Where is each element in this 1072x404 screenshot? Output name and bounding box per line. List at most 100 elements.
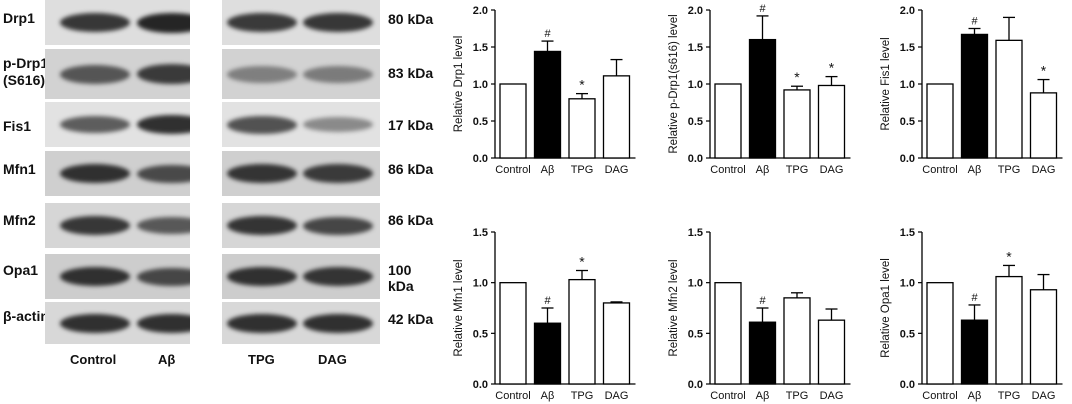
y-tick-label: 1.0: [473, 278, 488, 290]
x-tick-label: Aβ: [541, 164, 555, 176]
lane-label: TPG: [248, 352, 275, 367]
bar: [714, 282, 742, 385]
x-tick-label: Control: [495, 164, 530, 176]
x-tick-label: TPG: [571, 390, 594, 402]
significance-mark: *: [1006, 248, 1012, 264]
bar: [748, 321, 777, 385]
lane-label: Aβ: [158, 352, 176, 367]
blot-strip: [222, 0, 380, 45]
blot-band: [227, 216, 297, 235]
bar: [568, 278, 596, 385]
y-tick-label: 0.5: [473, 116, 488, 128]
blot-band: [227, 267, 297, 286]
x-tick-label: DAG: [1032, 164, 1056, 176]
kda-label: 83 kDa: [388, 65, 434, 81]
y-tick-label: 1.5: [688, 42, 703, 54]
bar: [533, 50, 562, 159]
chart-opa1: 0.0 0.5 1.0 1.5 Relative Opa1 level Control # A…: [880, 227, 1063, 402]
blot-band: [303, 13, 373, 32]
bar: [817, 319, 846, 385]
blot-strip: [45, 254, 190, 299]
blot-strip: [45, 0, 190, 45]
blot-band: [60, 267, 130, 286]
bar: [926, 282, 954, 385]
significance-mark: #: [759, 295, 766, 307]
y-tick-label: 1.5: [473, 227, 488, 239]
y-tick-label: 0.5: [900, 116, 915, 128]
blot-strip: [45, 49, 190, 99]
bar: [499, 83, 527, 159]
x-tick-label: Control: [495, 390, 530, 402]
bar: [602, 302, 631, 385]
blot-band: [137, 115, 190, 134]
blot-strip: [45, 203, 190, 248]
significance-mark: *: [1041, 63, 1047, 79]
x-tick-label: Aβ: [756, 390, 770, 402]
blot-strip: [45, 102, 190, 147]
y-tick-label: 0.0: [473, 153, 488, 165]
bar: [960, 33, 989, 159]
blot-row-label: β-actin: [3, 308, 49, 324]
blot-band: [137, 164, 190, 183]
western-blot-figure: Drp1 80 kDa p-Drp1 (S616) 83 kDa Fis1 17 kDa M…: [0, 0, 440, 404]
bar: [960, 319, 989, 385]
blot-band: [60, 313, 130, 333]
x-tick-label: TPG: [998, 164, 1021, 176]
y-tick-label: 0.0: [900, 379, 915, 391]
blot-row-label: Mfn2: [3, 212, 36, 228]
blot-band: [303, 267, 373, 286]
blot-row-label: p-Drp1 (S616): [3, 55, 49, 88]
blot-band: [137, 64, 190, 84]
bar: [995, 39, 1023, 159]
significance-mark: #: [759, 3, 766, 15]
blot-band: [303, 164, 373, 183]
bar: [1029, 92, 1058, 159]
significance-mark: #: [544, 295, 551, 307]
significance-mark: #: [971, 292, 978, 304]
y-tick-label: 0.5: [900, 328, 915, 340]
y-tick-label: 0.5: [688, 328, 703, 340]
y-tick-label: 1.0: [473, 79, 488, 91]
x-tick-label: Aβ: [968, 390, 982, 402]
x-tick-label: TPG: [786, 390, 809, 402]
y-tick-label: 1.5: [473, 42, 488, 54]
y-tick-label: 1.0: [688, 278, 703, 290]
y-tick-label: 0.0: [473, 379, 488, 391]
blot-band: [137, 217, 190, 234]
bar: [533, 322, 562, 385]
y-tick-label: 2.0: [688, 5, 703, 17]
y-axis-label: Relative p-Drp1(s616) level: [668, 14, 680, 153]
blot-strip: [45, 302, 190, 344]
x-tick-label: DAG: [605, 164, 629, 176]
y-tick-label: 1.0: [688, 79, 703, 91]
y-tick-label: 0.0: [900, 153, 915, 165]
x-tick-label: Aβ: [968, 164, 982, 176]
y-axis-label: Relative Opa1 level: [880, 258, 892, 358]
kda-label: 17 kDa: [388, 117, 434, 133]
x-tick-label: TPG: [571, 164, 594, 176]
x-tick-label: Aβ: [541, 390, 555, 402]
y-tick-label: 0.0: [688, 153, 703, 165]
x-tick-label: Control: [922, 164, 957, 176]
y-tick-label: 1.0: [900, 278, 915, 290]
blot-band: [60, 216, 130, 235]
kda-label: 80 kDa: [388, 11, 434, 27]
blot-band: [60, 116, 130, 133]
y-tick-label: 1.0: [900, 79, 915, 91]
blot-band: [60, 164, 130, 183]
blot-band: [303, 313, 373, 333]
bar: [783, 297, 811, 385]
kda-label: 86 kDa: [388, 212, 434, 228]
chart-mfn1: 0.0 0.5 1.0 1.5 Relative Mfn1 level Control # A…: [453, 227, 636, 402]
chart-fis1: 0.0 0.5 1.0 1.5 2.0 Relative Fis1 level Contro…: [880, 5, 1063, 176]
bar: [926, 83, 954, 159]
significance-mark: #: [971, 16, 978, 28]
significance-mark: *: [579, 77, 585, 93]
y-tick-label: 1.5: [900, 42, 915, 54]
kda-label: 100 kDa: [388, 262, 414, 294]
blot-strip: [45, 151, 190, 196]
significance-mark: #: [544, 28, 551, 40]
blot-band: [227, 65, 297, 83]
blot-strip: [222, 151, 380, 196]
blot-band: [303, 216, 373, 235]
